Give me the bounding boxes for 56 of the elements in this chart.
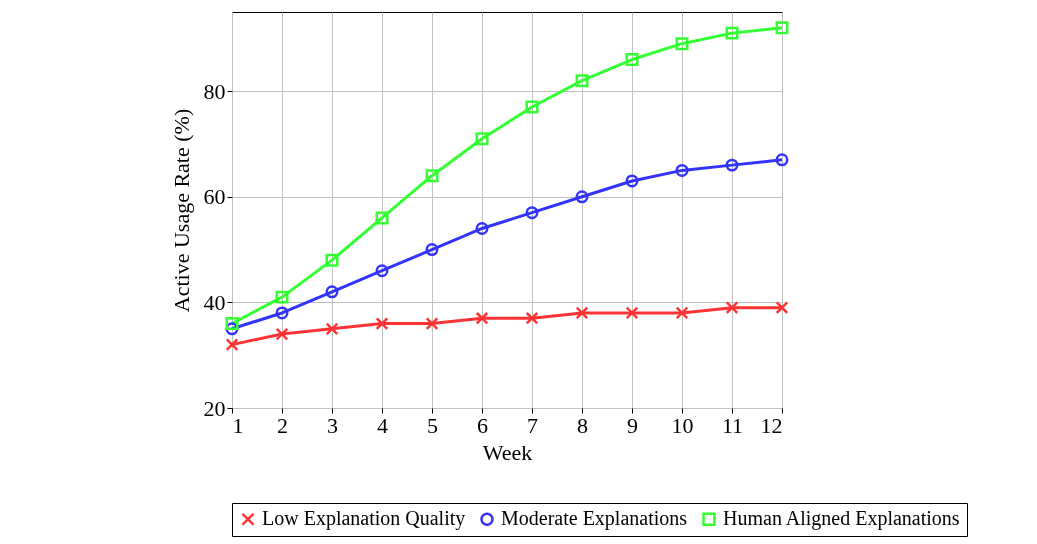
point [275, 327, 289, 341]
x-tick-label: 11 [721, 412, 744, 438]
y-tick-label: 60 [203, 184, 226, 210]
point [675, 37, 689, 51]
point [625, 306, 639, 320]
point [675, 163, 689, 177]
point [375, 317, 389, 331]
y-tick-label: 40 [203, 289, 226, 315]
point [525, 311, 539, 325]
point [675, 306, 689, 320]
point [625, 53, 639, 67]
point [475, 311, 489, 325]
y-tick-label: 20 [203, 395, 226, 421]
point [275, 306, 289, 320]
point [625, 174, 639, 188]
point [725, 158, 739, 172]
legend-label: Moderate Explanations [501, 507, 688, 531]
point [575, 190, 589, 204]
x-tick-label: 4 [377, 412, 388, 438]
point [425, 243, 439, 257]
point [225, 317, 239, 331]
x-tick-label: 6 [477, 412, 488, 438]
point [775, 153, 789, 167]
point [325, 285, 339, 299]
legend-label: Low Explanation Quality [262, 507, 466, 531]
y-tick-label: 80 [203, 78, 226, 104]
point [525, 206, 539, 220]
x-tick-label: 10 [671, 412, 694, 438]
x-tick-label: 8 [577, 412, 588, 438]
x-tick-label: 5 [427, 412, 438, 438]
x-axis-title: Week [482, 439, 533, 465]
point [375, 264, 389, 278]
x-tick-label: 2 [277, 412, 288, 438]
x-tick-label: 12 [760, 412, 783, 438]
point [575, 306, 589, 320]
point [475, 132, 489, 146]
point [375, 211, 389, 225]
y-axis-title: Active Usage Rate (%) [168, 108, 194, 313]
point [775, 21, 789, 35]
point [275, 290, 289, 304]
point [425, 317, 439, 331]
point [325, 253, 339, 267]
x-tick-label: 7 [527, 412, 538, 438]
point [775, 301, 789, 315]
point [425, 169, 439, 183]
x-tick-label: 9 [627, 412, 638, 438]
x-tick-label: 1 [232, 412, 244, 438]
point [225, 338, 239, 352]
point [575, 74, 589, 88]
point [725, 26, 739, 40]
point [725, 301, 739, 315]
point [525, 100, 539, 114]
point [475, 222, 489, 235]
legend-label: Human Aligned Explanations [723, 507, 960, 531]
x-tick-label: 3 [327, 412, 338, 438]
point [325, 322, 339, 336]
